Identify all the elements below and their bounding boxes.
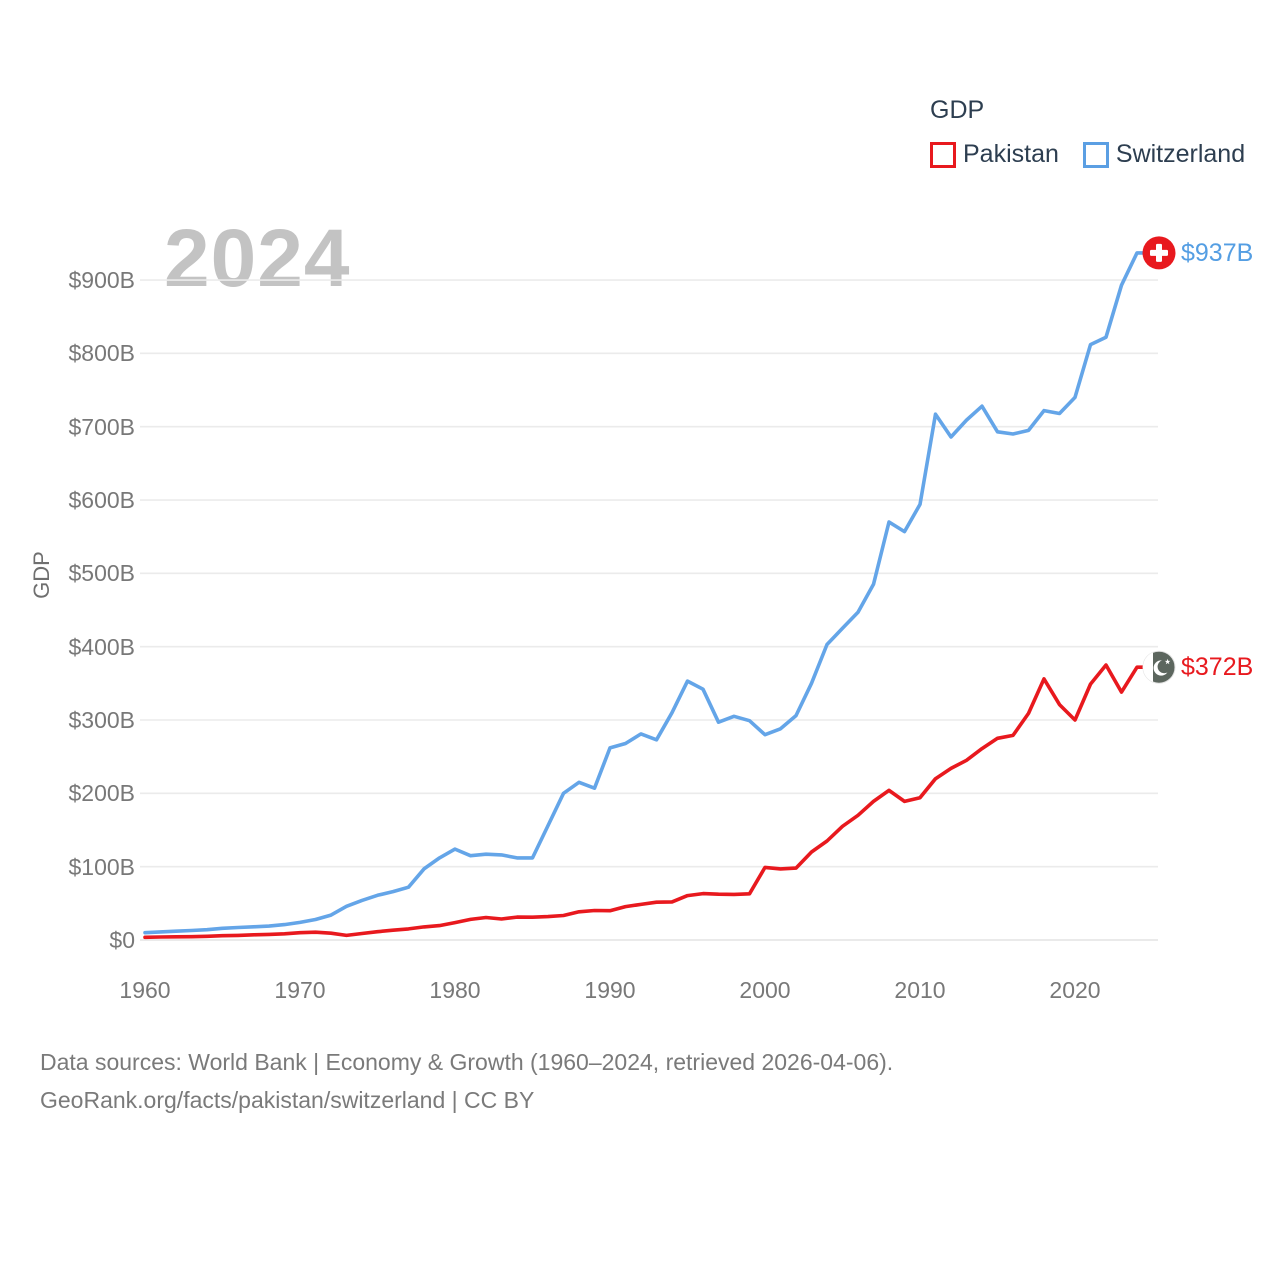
footer-attribution-link[interactable]: GeoRank.org/facts/pakistan/switzerland |… — [40, 1087, 535, 1113]
y-tick-label: $900B — [68, 267, 135, 294]
x-tick-label: 2010 — [894, 977, 946, 1003]
switzerland-flag-icon — [1142, 236, 1176, 270]
y-tick-label: $200B — [68, 780, 135, 807]
y-tick-label: $300B — [68, 707, 135, 733]
x-tick-label: 1980 — [429, 977, 481, 1003]
legend-item-pakistan[interactable]: Pakistan — [930, 140, 1059, 169]
y-tick-label: $400B — [68, 633, 135, 660]
footer-data-sources: Data sources: World Bank | Economy & Gro… — [40, 1049, 894, 1075]
pakistan-end-value-label: $372B — [1181, 653, 1254, 681]
x-tick-label: 2000 — [739, 977, 791, 1003]
series-line-pakistan[interactable] — [143, 663, 1148, 940]
y-tick-label: $500B — [68, 560, 135, 587]
x-tick-label: 2020 — [1049, 977, 1101, 1003]
year-watermark: 2024 — [164, 213, 351, 304]
x-tick-label: 1960 — [119, 977, 171, 1003]
series-line-switzerland[interactable] — [143, 251, 1148, 935]
legend-item-label: Switzerland — [1115, 140, 1246, 168]
legend: GDP Pakistan Switzerland — [930, 98, 1245, 169]
legend-item-label: Pakistan — [963, 140, 1059, 168]
y-tick-label: $0 — [109, 927, 135, 953]
y-tick-label: $100B — [68, 853, 135, 880]
y-tick-label: $700B — [68, 413, 135, 440]
switzerland-end-value-label: $937B — [1181, 239, 1254, 267]
pakistan-flag-icon — [1142, 650, 1176, 684]
switzerland-swatch-icon — [1082, 141, 1109, 168]
legend-title: GDP — [930, 96, 985, 124]
x-tick-label: 1990 — [584, 977, 636, 1003]
y-tick-label: $600B — [68, 487, 135, 514]
x-tick-label: 1970 — [274, 977, 326, 1003]
legend-item-switzerland[interactable]: Switzerland — [1082, 140, 1246, 169]
pakistan-swatch-icon — [930, 141, 956, 168]
y-tick-label: $800B — [68, 340, 135, 367]
